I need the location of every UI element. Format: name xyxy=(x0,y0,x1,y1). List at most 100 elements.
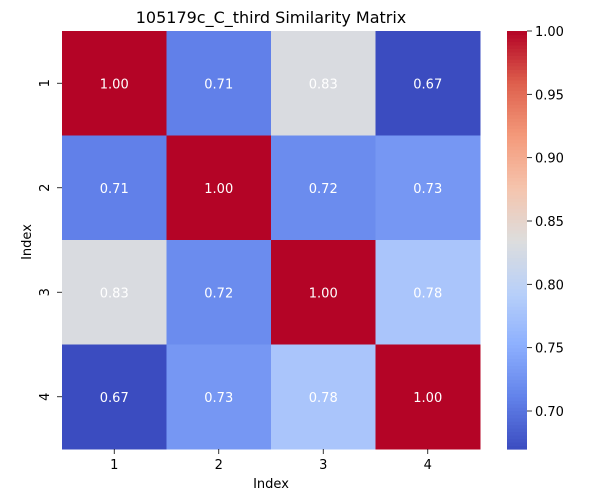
y-axis-label: Index xyxy=(20,224,35,260)
cell-value-label: 0.73 xyxy=(204,391,233,406)
colorbar-segment xyxy=(507,128,527,133)
colorbar-segment xyxy=(507,145,527,151)
cell-value-label: 0.73 xyxy=(413,182,442,197)
cell-value-label: 0.78 xyxy=(413,286,442,301)
cell-value-label: 1.00 xyxy=(309,286,338,301)
heatmap-cell xyxy=(166,31,272,136)
colorbar-segment xyxy=(507,288,527,293)
colorbar-tick-label: 0.90 xyxy=(535,152,564,167)
colorbar-segment xyxy=(507,414,527,419)
cell-value-label: 0.71 xyxy=(100,182,129,197)
colorbar-segment xyxy=(507,236,527,241)
colorbar-tick-label: 0.85 xyxy=(535,215,564,230)
colorbar: 0.70 0.75 0.80 0.85 0.90 0.95 1.00 xyxy=(507,25,564,450)
heatmap-cell xyxy=(271,344,376,450)
colorbar-segment xyxy=(507,267,527,272)
colorbar-segment xyxy=(507,281,527,286)
colorbar-segment xyxy=(507,354,527,360)
colorbar-segment xyxy=(507,229,527,234)
colorbar-segment xyxy=(507,386,527,391)
colorbar-segment xyxy=(507,31,527,36)
colorbar-segment xyxy=(507,347,527,353)
colorbar-segment xyxy=(507,327,527,332)
y-axis-ticks: 1 2 3 4 xyxy=(38,79,62,401)
colorbar-segment xyxy=(507,361,527,366)
colorbar-segment xyxy=(507,125,527,130)
colorbar-segment xyxy=(507,37,527,43)
colorbar-segment xyxy=(507,330,527,335)
colorbar-segment xyxy=(507,69,527,74)
heatmap-cell xyxy=(271,135,376,241)
x-axis-label: Index xyxy=(253,477,289,492)
cell-annotations: 1.00 0.71 0.83 0.67 0.71 1.00 0.72 0.73 0.83 0.72… xyxy=(100,77,442,406)
colorbar-segment xyxy=(507,358,527,363)
colorbar-segment xyxy=(507,309,527,314)
colorbar-segment xyxy=(507,250,527,255)
colorbar-segment xyxy=(507,389,527,394)
heatmap-cells xyxy=(62,31,481,450)
colorbar-segment xyxy=(507,316,527,321)
colorbar-segment xyxy=(507,417,527,422)
x-tick-label: 2 xyxy=(215,458,223,473)
colorbar-segment xyxy=(507,152,527,157)
heatmap-cell xyxy=(375,31,481,136)
colorbar-segment xyxy=(507,97,527,102)
colorbar-segment xyxy=(507,295,527,300)
colorbar-segment xyxy=(507,240,527,245)
colorbar-segment xyxy=(507,104,527,109)
colorbar-segment xyxy=(507,62,527,67)
colorbar-segment xyxy=(507,76,527,81)
colorbar-segment xyxy=(507,285,527,290)
colorbar-segment xyxy=(507,100,527,105)
colorbar-segment xyxy=(507,191,527,196)
colorbar-tick-label: 1.00 xyxy=(535,25,564,40)
colorbar-segment xyxy=(507,372,527,377)
colorbar-tick-label: 0.95 xyxy=(535,88,564,103)
x-tick-label: 3 xyxy=(319,458,327,473)
colorbar-segment xyxy=(507,246,527,252)
colorbar-segment xyxy=(507,306,527,311)
colorbar-segment xyxy=(507,379,527,384)
cell-value-label: 0.78 xyxy=(309,391,338,406)
cell-value-label: 1.00 xyxy=(204,182,233,197)
colorbar-segment xyxy=(507,55,527,60)
colorbar-segment xyxy=(507,292,527,297)
y-tick-label: 3 xyxy=(38,288,53,296)
colorbar-segment xyxy=(507,428,527,433)
colorbar-segment xyxy=(507,215,527,220)
colorbar-segment xyxy=(507,65,527,70)
heatmap-cell xyxy=(166,135,272,241)
colorbar-segment xyxy=(507,233,527,238)
heatmap-cell xyxy=(166,344,272,450)
heatmap-cell xyxy=(62,31,167,136)
cell-value-label: 0.67 xyxy=(100,391,129,406)
colorbar-segment xyxy=(507,107,527,112)
colorbar-segment xyxy=(507,421,527,426)
colorbar-segment xyxy=(507,351,527,356)
colorbar-segment xyxy=(507,132,527,137)
colorbar-segment xyxy=(507,442,527,447)
colorbar-segment xyxy=(507,403,527,408)
chart-title: 105179c_C_third Similarity Matrix xyxy=(136,8,407,28)
colorbar-segment xyxy=(507,219,527,224)
colorbar-segment xyxy=(507,410,527,415)
colorbar-segment xyxy=(507,93,527,98)
x-tick-label: 1 xyxy=(110,458,118,473)
colorbar-segment xyxy=(507,253,527,259)
colorbar-segment xyxy=(507,313,527,318)
colorbar-segment xyxy=(507,34,527,39)
colorbar-segment xyxy=(507,375,527,380)
colorbar-segment xyxy=(507,435,527,440)
heatmap-cell xyxy=(375,135,481,241)
colorbar-segment xyxy=(507,396,527,401)
colorbar-segment xyxy=(507,135,527,140)
colorbar-segment xyxy=(507,344,527,349)
colorbar-segment xyxy=(507,341,527,346)
colorbar-segment xyxy=(507,260,527,265)
colorbar-segment xyxy=(507,334,527,339)
colorbar-segment xyxy=(507,438,527,443)
colorbar-segment xyxy=(507,58,527,63)
colorbar-segment xyxy=(507,142,527,147)
colorbar-segment xyxy=(507,407,527,412)
